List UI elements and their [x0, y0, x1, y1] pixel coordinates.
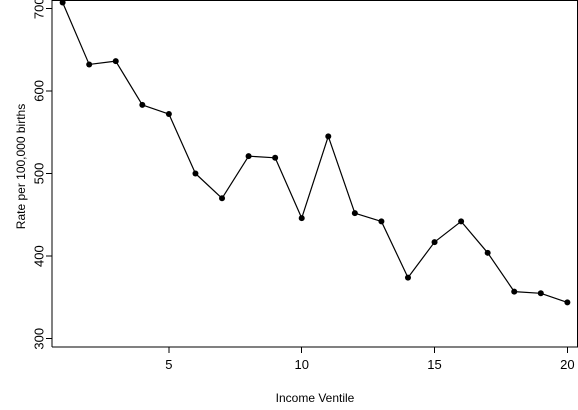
x-tick-label: 5 — [165, 357, 172, 372]
y-tick-label: 300 — [31, 328, 46, 350]
data-point — [404, 274, 411, 281]
x-tick-label: 15 — [427, 357, 441, 372]
data-point — [245, 153, 252, 160]
series-line — [62, 2, 568, 303]
axis-ticks: 5 10 15 20 300 400 500 600 700 — [31, 0, 574, 372]
data-point — [325, 133, 332, 140]
data-point — [192, 170, 199, 177]
data-point — [298, 215, 305, 222]
plot-frame — [51, 0, 578, 348]
data-point — [272, 154, 279, 161]
y-tick-label: 600 — [31, 80, 46, 102]
data-point — [219, 195, 226, 202]
y-axis-title: Rate per 100,000 births — [14, 104, 28, 229]
data-point — [511, 288, 518, 295]
x-axis-title: Income Ventile — [276, 391, 355, 405]
data-point — [484, 249, 491, 256]
data-point — [59, 0, 66, 6]
x-tick-label: 10 — [294, 357, 308, 372]
data-point — [378, 218, 385, 225]
data-point — [86, 61, 93, 68]
data-point — [112, 58, 119, 65]
data-point — [351, 210, 358, 217]
data-point — [564, 299, 571, 306]
data-point — [431, 239, 438, 246]
data-point — [458, 218, 465, 225]
y-tick-label: 700 — [31, 0, 46, 19]
y-tick-label: 500 — [31, 163, 46, 185]
axis-labels: Income Ventile Rate per 100,000 births — [14, 104, 355, 405]
data-point — [139, 101, 146, 108]
y-tick-label: 400 — [31, 245, 46, 267]
data-point — [537, 290, 544, 297]
x-tick-label: 20 — [560, 357, 574, 372]
data-point — [165, 111, 172, 118]
series-layer — [59, 0, 571, 306]
